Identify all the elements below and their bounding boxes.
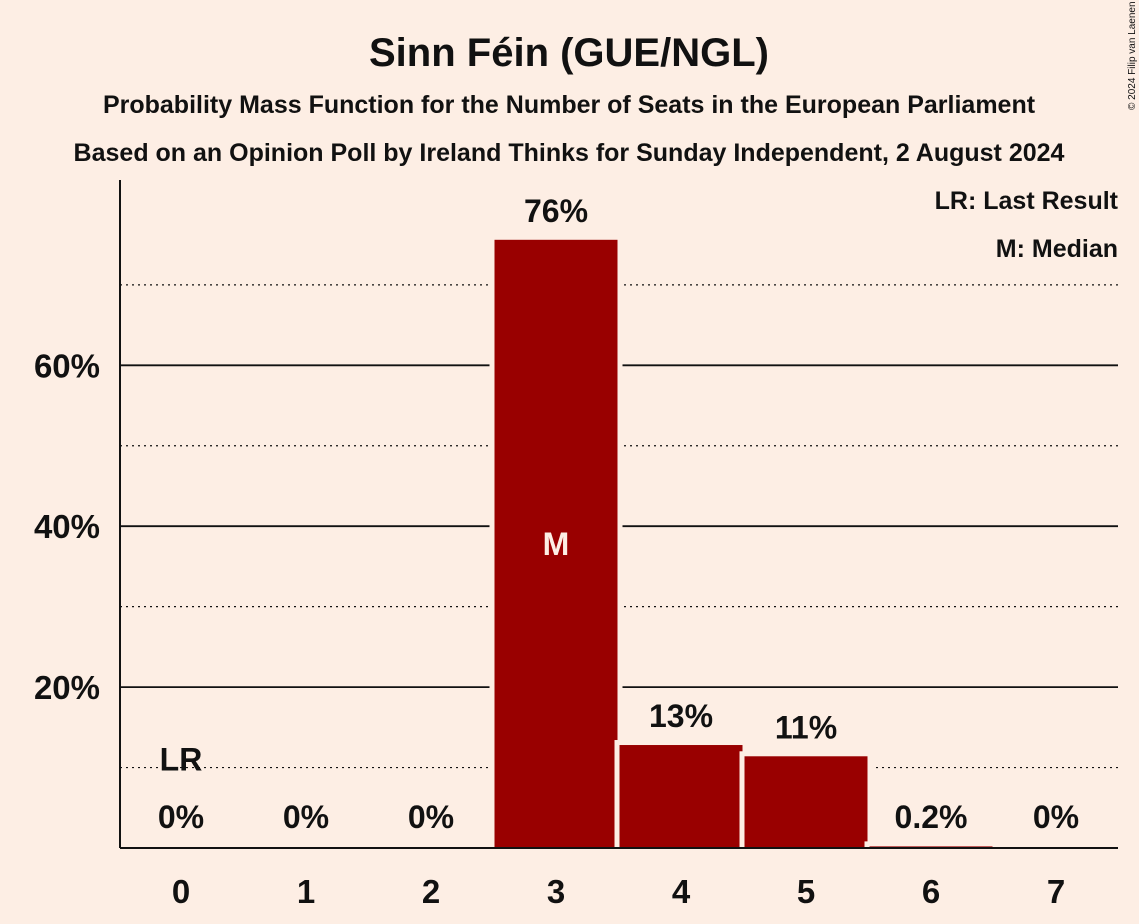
chart-subtitle-source: Based on an Opinion Poll by Ireland Thin…: [74, 139, 1065, 167]
y-tick-label-60: 60%: [34, 347, 100, 384]
labels: 0% 0% 0% 76% 13% 11% 0.2% 0% LR M: [158, 193, 1079, 835]
x-tick-label-2: 2: [422, 873, 440, 910]
x-tick-label-4: 4: [672, 873, 691, 910]
bars: [489, 234, 998, 849]
x-tick-label-6: 6: [922, 873, 940, 910]
value-label-6: 0.2%: [895, 799, 968, 835]
value-label-3: 76%: [524, 193, 588, 229]
value-label-4: 13%: [649, 698, 713, 734]
chart-subtitle: Probability Mass Function for the Number…: [103, 91, 1036, 119]
x-tick-label-3: 3: [547, 873, 565, 910]
last-result-marker: LR: [160, 742, 203, 778]
median-marker: M: [543, 526, 570, 562]
bar-4: [619, 745, 743, 848]
x-tick-label-0: 0: [172, 873, 190, 910]
x-tick-label-5: 5: [797, 873, 815, 910]
bar-halo-6: [864, 841, 998, 848]
bar-3: [494, 239, 618, 849]
value-label-5: 11%: [775, 709, 837, 745]
copyright-note: © 2024 Filip van Laenen: [1127, 1, 1138, 110]
bar-5: [744, 756, 868, 848]
chart-title: Sinn Féin (GUE/NGL): [369, 31, 769, 75]
value-label-1: 0%: [283, 799, 329, 835]
x-tick-label-1: 1: [297, 873, 315, 910]
value-label-7: 0%: [1033, 799, 1079, 835]
axes: 0 1 2 3 4 5 6 7: [119, 180, 1118, 910]
legend-median: M: Median: [996, 235, 1118, 263]
y-tick-label-40: 40%: [34, 508, 100, 545]
legend-last-result: LR: Last Result: [935, 187, 1119, 215]
x-tick-label-7: 7: [1047, 873, 1065, 910]
value-label-2: 0%: [408, 799, 454, 835]
value-label-0: 0%: [158, 799, 204, 835]
y-tick-label-20: 20%: [34, 669, 100, 706]
